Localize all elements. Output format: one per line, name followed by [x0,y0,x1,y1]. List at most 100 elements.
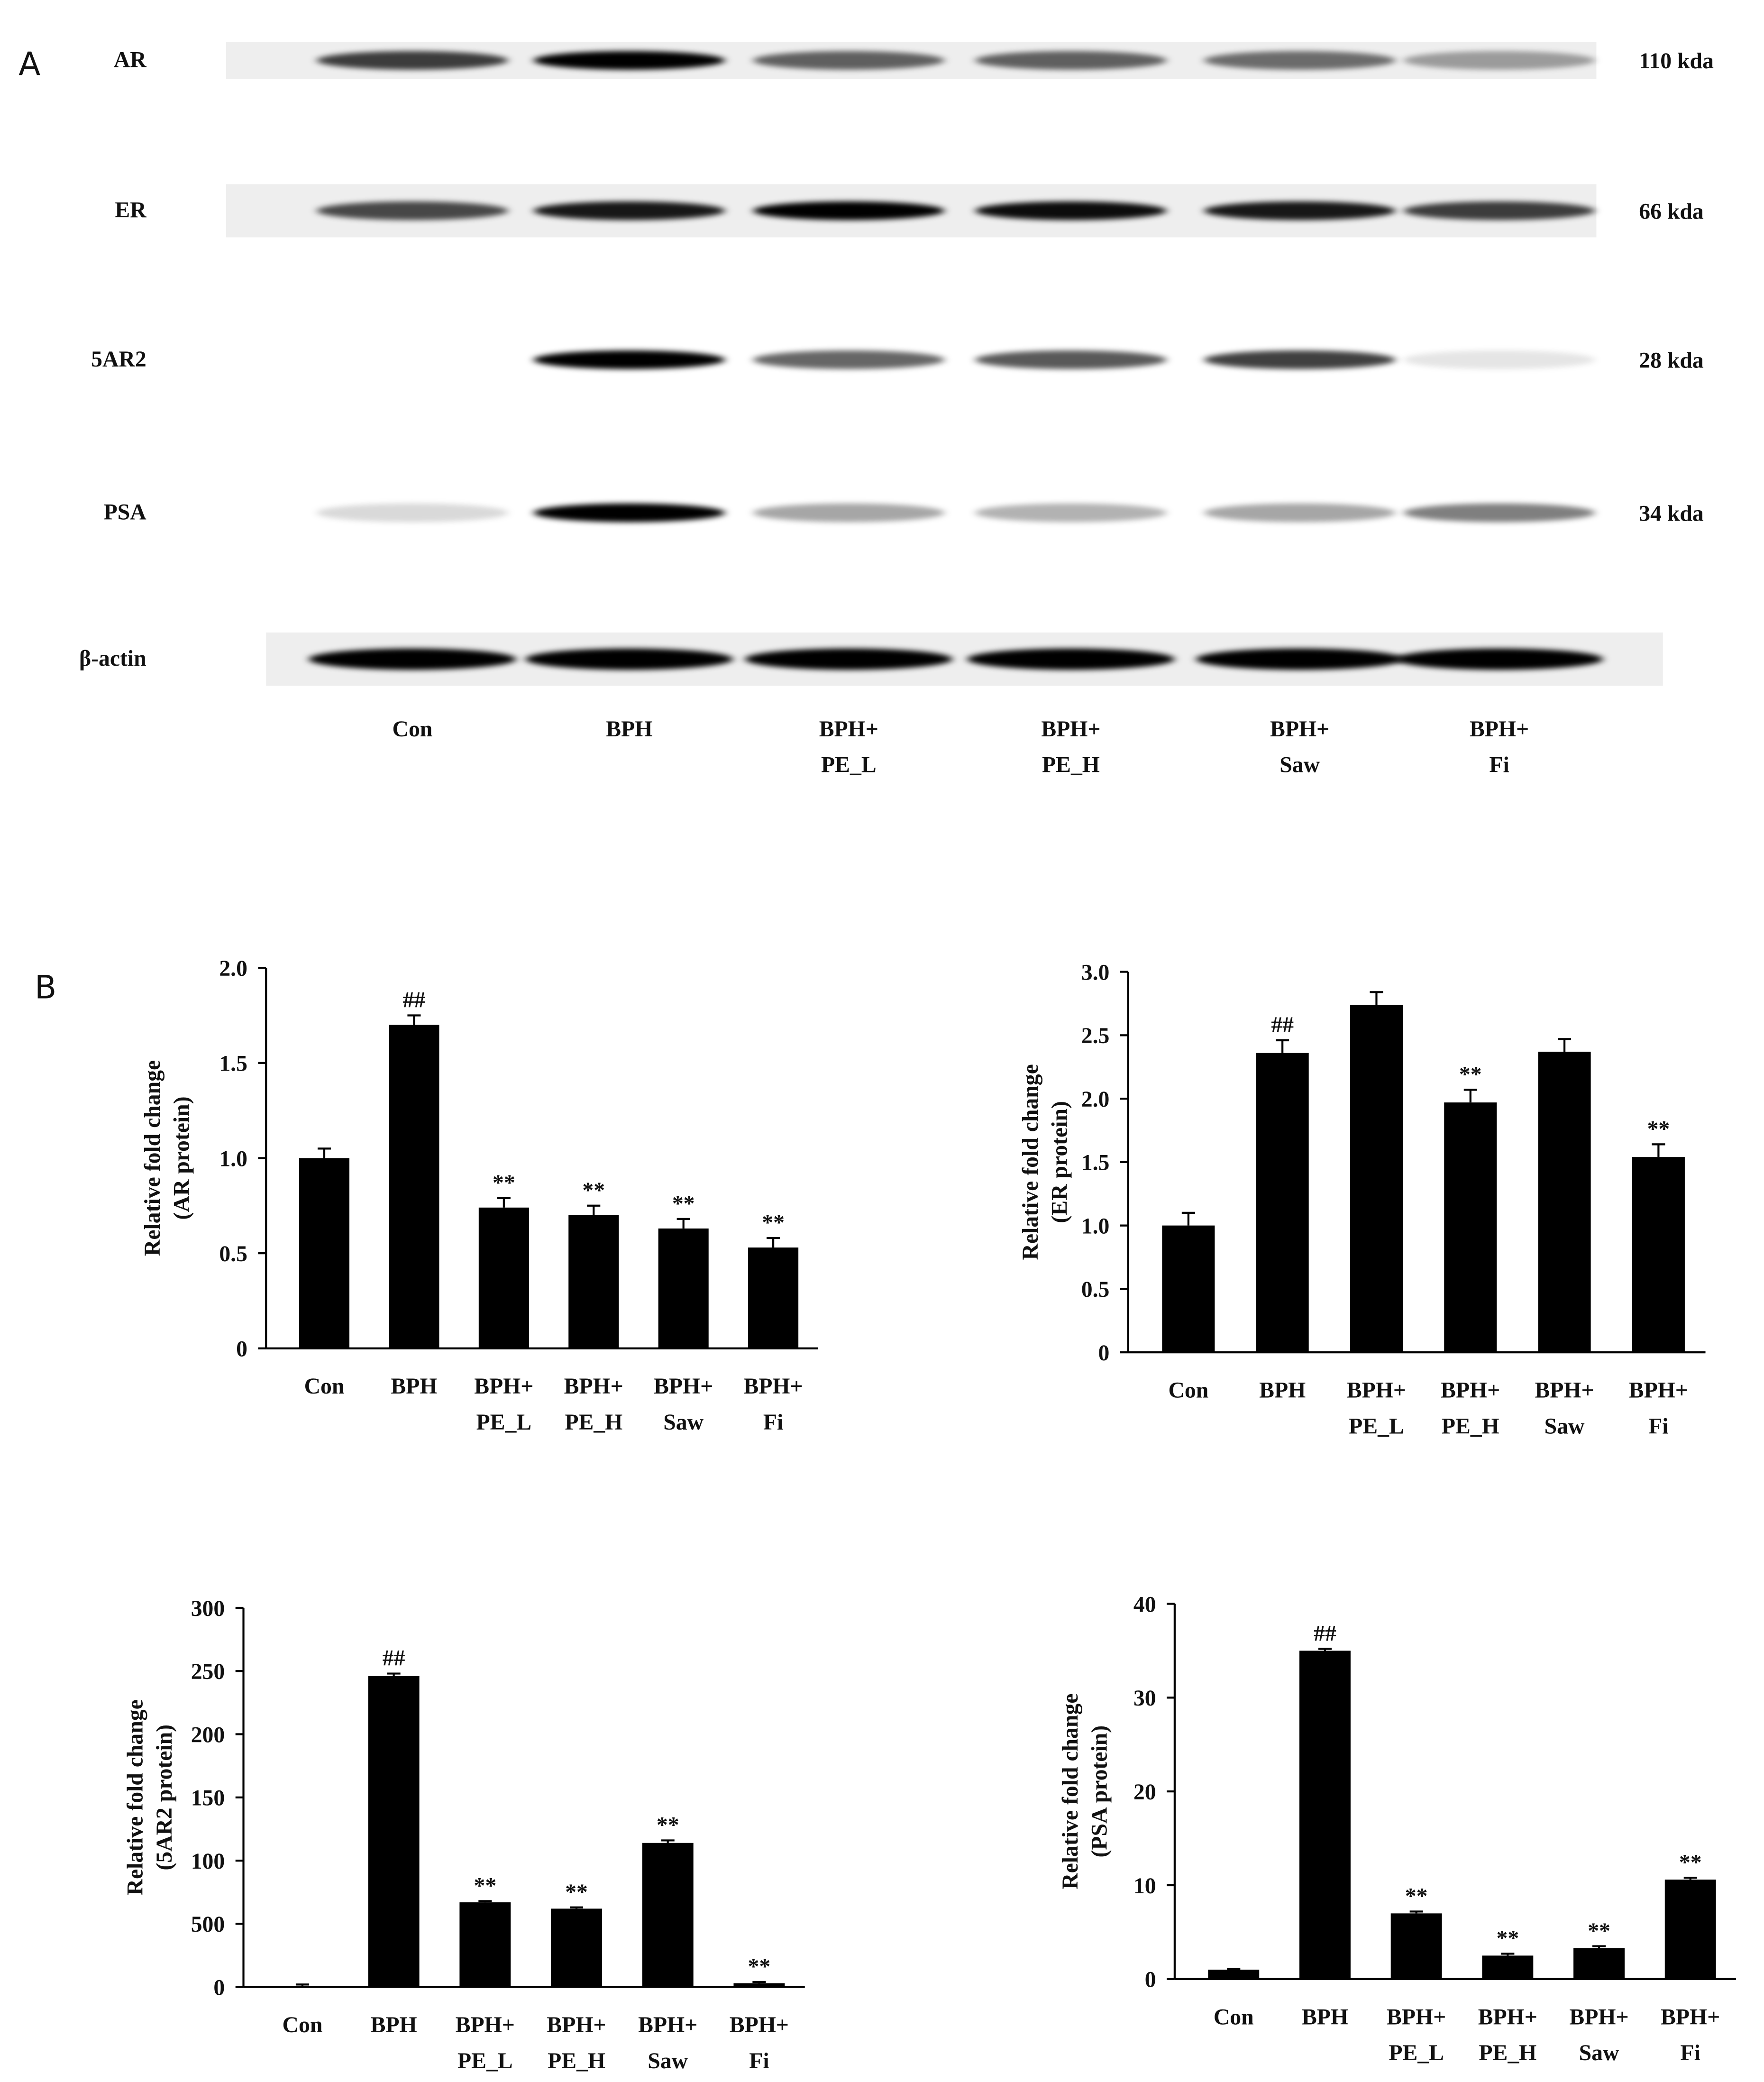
bar [1444,1102,1497,1353]
panel-label: A [18,45,40,83]
y-tick-label: 200 [191,1722,225,1747]
blot-band [967,648,1175,670]
size-label: 66 kda [1639,199,1704,224]
y-tick-label: 0 [236,1337,247,1362]
y-axis-title: Relative fold change (PSA protein) [1058,1694,1112,1889]
annotation: ** [474,1873,496,1899]
y-axis-label: (5AR2 protein) [152,1724,177,1871]
annotation: ## [403,988,426,1013]
y-axis-label: (ER protein) [1047,1101,1072,1223]
x-tick-label: BPH+ PE_H [1441,1378,1500,1439]
y-tick-label: 300 [191,1596,225,1621]
x-tick-label: BPH+ Fi [743,1374,803,1435]
y-tick-label: 40 [1133,1592,1156,1617]
y-tick-label: 0 [1145,1967,1156,1992]
annotation: ** [762,1210,785,1235]
annotation: ** [1496,1926,1519,1951]
blot-band [753,201,945,220]
blot-band [1196,648,1404,670]
blot-band [1204,201,1396,220]
blot-band [1395,648,1603,670]
y-axis-label: Relative fold change [1058,1694,1083,1889]
annotation: ** [493,1170,515,1195]
blot-band [753,350,945,369]
y-tick-label: 0.5 [219,1241,247,1266]
blot-band [316,51,508,70]
lane-label: BPH+ Saw [1270,716,1329,778]
x-tick-label: Con [1214,2004,1254,2029]
y-tick-label: 1.5 [219,1051,247,1076]
y-tick-label: 150 [191,1786,225,1811]
annotation: ** [748,1954,771,1979]
x-tick-label: BPH [391,1374,437,1399]
x-tick-label: BPH+ Fi [730,2012,789,2073]
x-tick-label: BPH+ PE_H [1478,2004,1537,2065]
y-tick-label: 100 [191,1849,225,1874]
y-tick-label: 1.5 [1081,1150,1110,1175]
bar [551,1908,602,1987]
annotation: ** [1679,1850,1702,1875]
size-label: 28 kda [1639,348,1704,373]
row-label: AR [114,47,146,72]
blot-band [533,51,725,70]
annotation: ** [1588,1918,1610,1944]
blot-band [316,201,508,220]
bar [748,1247,799,1348]
x-tick-label: Con [304,1374,345,1399]
x-tick-label: BPH [1302,2004,1348,2029]
bar [368,1676,420,1987]
annotation: ** [565,1880,588,1905]
y-tick-label: 2.0 [219,956,247,981]
lane-label: BPH [606,716,652,742]
blot-band [533,201,725,220]
blot-band [753,503,945,523]
blot-band [975,201,1167,220]
bar [478,1207,529,1348]
y-tick-label: 0.5 [1081,1277,1110,1302]
bar [1390,1913,1442,1979]
y-axis-title: Relative fold change (AR protein) [140,1060,194,1256]
blot-band [753,51,945,70]
blot-band [1204,503,1396,523]
y-tick-label: 1.0 [1081,1213,1110,1238]
bar [1162,1225,1215,1353]
x-tick-label: BPH+ Saw [1535,1378,1594,1439]
bar [1208,1970,1260,1979]
blot-band [1204,350,1396,369]
y-tick-label: 250 [191,1659,225,1684]
y-tick-label: 3.0 [1081,960,1110,985]
blot-band [309,648,516,670]
blot-band [975,503,1167,523]
row-label: β-actin [79,646,146,671]
bar [1299,1651,1351,1979]
y-tick-label: 10 [1133,1873,1156,1899]
bar [299,1158,350,1348]
x-tick-label: BPH+ PE_L [1347,1378,1406,1439]
x-tick-label: BPH [371,2012,417,2037]
bar [658,1228,709,1348]
annotation: ** [672,1191,695,1216]
annotation: ## [1314,1621,1336,1646]
row-label: ER [115,197,146,222]
bar [1664,1880,1716,1979]
bar [1482,1955,1534,1979]
x-tick-label: BPH+ Saw [654,1374,713,1435]
annotation: ## [383,1646,405,1671]
annotation: ** [582,1178,605,1203]
blot-band [745,648,953,670]
y-axis-label: Relative fold change [1018,1064,1043,1260]
y-tick-label: 500 [191,1912,225,1937]
blot-band [1403,503,1595,523]
y-tick-label: 0 [213,1975,225,2000]
blot-band [316,503,508,523]
bar [276,1986,328,1987]
bar [568,1215,619,1348]
annotation: ** [657,1813,679,1838]
panel-label: B [35,969,56,1006]
annotation: ## [1271,1012,1294,1037]
blot-band [533,350,725,369]
blot-band [533,503,725,523]
bar [1538,1052,1591,1353]
lane-label: Con [393,716,433,742]
x-tick-label: BPH+ Saw [1569,2004,1628,2065]
